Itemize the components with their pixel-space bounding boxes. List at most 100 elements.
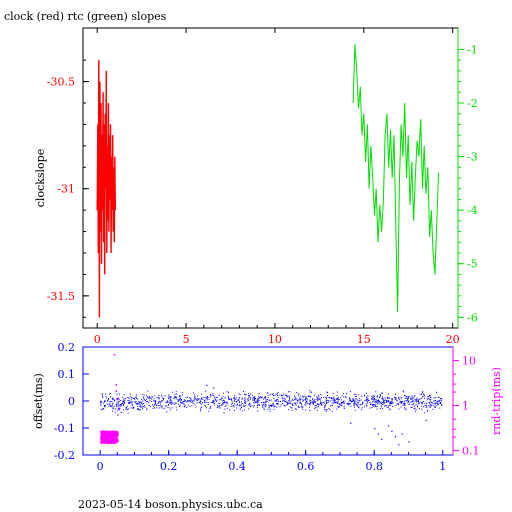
offset-point bbox=[110, 405, 112, 407]
offset-point bbox=[430, 399, 432, 400]
offset-point bbox=[383, 399, 384, 401]
offset-point bbox=[205, 396, 207, 398]
offset-point bbox=[199, 400, 201, 402]
offset-point bbox=[389, 405, 391, 406]
x-tick-label: 0.4 bbox=[228, 460, 246, 473]
offset-point bbox=[116, 406, 117, 408]
offset-point bbox=[433, 400, 435, 402]
rndtrip-point bbox=[102, 432, 104, 434]
rndtrip-point bbox=[108, 441, 111, 443]
offset-point bbox=[326, 391, 328, 393]
offset-point bbox=[209, 396, 211, 398]
offset-point bbox=[266, 400, 268, 402]
offset-point bbox=[292, 403, 294, 405]
offset-point bbox=[289, 391, 291, 393]
offset-point bbox=[391, 398, 393, 400]
offset-point bbox=[404, 400, 405, 402]
offset-point bbox=[123, 394, 125, 396]
offset-point bbox=[100, 401, 102, 402]
offset-point bbox=[176, 409, 178, 411]
rndtrip-outlier bbox=[115, 390, 117, 392]
offset-point bbox=[166, 400, 168, 402]
rndtrip-point bbox=[109, 431, 112, 433]
offset-point bbox=[429, 394, 431, 396]
rndtrip-y-axis: 10 1 0.1 bbox=[453, 355, 480, 458]
rndtrip-point bbox=[100, 435, 102, 437]
offset-point bbox=[131, 403, 133, 405]
rndtrip-point bbox=[116, 434, 119, 436]
offset-point bbox=[196, 399, 198, 401]
offset-point bbox=[213, 397, 215, 399]
rndtrip-point bbox=[115, 433, 118, 435]
offset-point bbox=[160, 404, 162, 406]
offset-point bbox=[161, 407, 163, 409]
offset-point bbox=[295, 403, 297, 405]
offset-point bbox=[429, 402, 431, 404]
offset-point bbox=[251, 399, 253, 401]
rndtrip-point bbox=[106, 435, 108, 437]
offset-point bbox=[211, 402, 213, 403]
rndtrip-point bbox=[111, 432, 114, 434]
offset-point bbox=[419, 393, 421, 395]
offset-point bbox=[357, 403, 359, 405]
offset-point bbox=[263, 407, 265, 409]
rndtrip-point bbox=[114, 437, 116, 439]
offset-point bbox=[298, 394, 299, 396]
rndtrip-point bbox=[112, 439, 114, 441]
rndtrip-point bbox=[115, 434, 118, 437]
rndtrip-point bbox=[111, 441, 113, 443]
rndtrip-point bbox=[108, 442, 110, 444]
offset-point bbox=[248, 408, 250, 410]
offset-point bbox=[199, 408, 201, 410]
offset-point bbox=[376, 408, 378, 410]
offset-point bbox=[216, 400, 218, 402]
x-tick-label: 0.6 bbox=[297, 460, 315, 473]
offset-point bbox=[182, 401, 184, 402]
offset-point bbox=[428, 405, 430, 407]
offset-point bbox=[286, 404, 288, 406]
offset-point bbox=[296, 400, 298, 402]
offset-point bbox=[417, 400, 419, 402]
offset-point bbox=[148, 401, 150, 403]
offset-point bbox=[378, 400, 380, 402]
offset-point bbox=[109, 405, 111, 406]
offset-point bbox=[253, 405, 255, 407]
offset-point bbox=[371, 401, 373, 403]
rndtrip-point bbox=[113, 438, 115, 440]
offset-point bbox=[342, 393, 344, 395]
offset-point bbox=[256, 405, 258, 407]
offset-point bbox=[332, 392, 334, 394]
offset-point bbox=[321, 402, 323, 404]
offset-point bbox=[201, 398, 203, 400]
offset-point bbox=[406, 397, 408, 399]
rndtrip-point bbox=[106, 441, 108, 443]
rndtrip-point bbox=[108, 434, 110, 437]
offset-point bbox=[234, 400, 236, 402]
clockslope-y-axis: -30.5 -31 -31.5 bbox=[47, 59, 89, 318]
offset-point bbox=[196, 398, 198, 400]
offset-point bbox=[264, 404, 266, 406]
offset-point bbox=[366, 402, 368, 404]
offset-point bbox=[388, 396, 390, 398]
offset-point bbox=[370, 403, 372, 405]
offset-point bbox=[421, 397, 423, 399]
offset-point bbox=[403, 403, 405, 405]
offset-point bbox=[337, 405, 339, 407]
offset-point bbox=[158, 405, 160, 406]
offset-point bbox=[244, 401, 246, 403]
offset-point bbox=[296, 398, 298, 400]
offset-point bbox=[357, 406, 359, 408]
offset-point bbox=[426, 410, 428, 412]
offset-point bbox=[329, 397, 331, 399]
offset-point bbox=[254, 402, 256, 404]
offset-point bbox=[196, 399, 198, 401]
rndtrip-point bbox=[102, 431, 104, 433]
offset-point bbox=[391, 401, 393, 403]
chart-title: clock (red) rtc (green) slopes bbox=[4, 10, 167, 23]
rndtrip-point bbox=[113, 433, 115, 435]
offset-point bbox=[337, 399, 339, 401]
offset-point bbox=[397, 402, 399, 404]
offset-point bbox=[325, 402, 327, 404]
offset-point bbox=[101, 396, 103, 397]
offset-point bbox=[421, 402, 423, 404]
